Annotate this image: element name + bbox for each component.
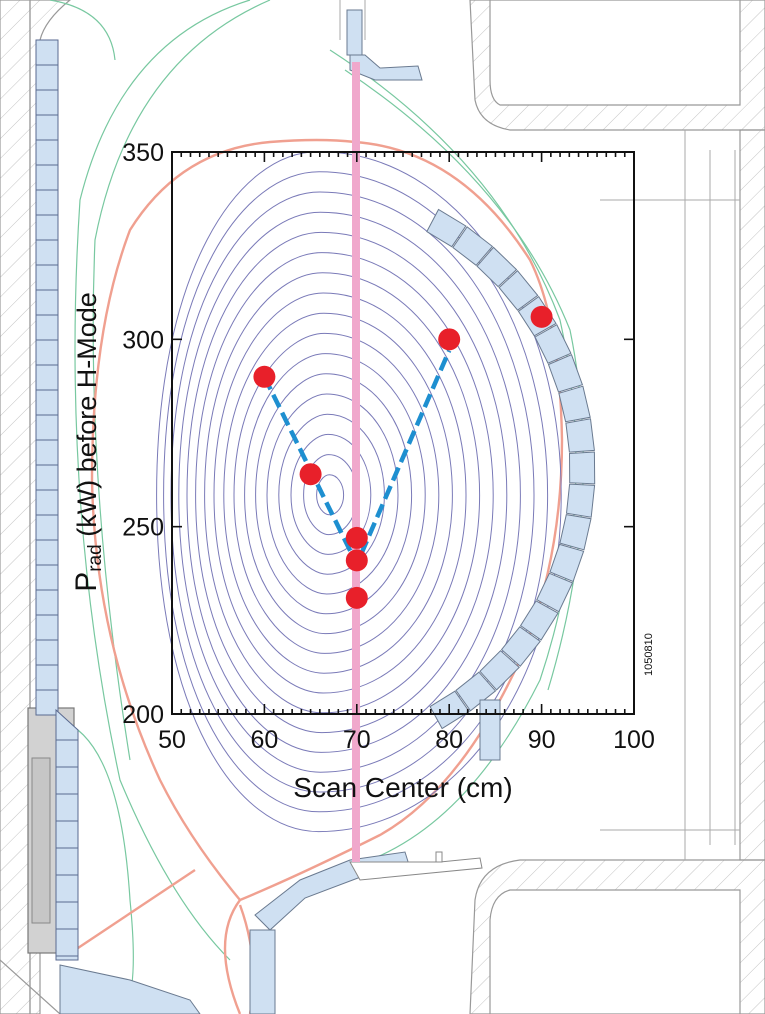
shot-number: 1050810 (643, 633, 655, 676)
y-tick-label: 200 (122, 701, 164, 729)
flux-contour (195, 252, 494, 734)
lower-left-block-inner (31, 757, 51, 924)
data-point (253, 365, 276, 388)
wall-tile (35, 314, 59, 341)
antenna-tile (536, 572, 574, 613)
antenna-tile (565, 483, 596, 518)
lower-left-floor (0, 959, 61, 1014)
flux-contour (244, 353, 426, 635)
left-wall-tiles (35, 39, 79, 961)
wall-tile (35, 389, 59, 416)
x-tick-label: 80 (435, 726, 463, 754)
y-axis-title: Prad (kW) before H-Mode (70, 292, 106, 592)
wall-tile (35, 364, 59, 391)
upper-right-box (489, 0, 741, 106)
wall-tile (35, 564, 59, 591)
top-center-gap (339, 0, 366, 40)
divertor-tiles (59, 851, 483, 1014)
flux-contour (316, 474, 345, 516)
axis-tick-labels: 50 60 70 80 90 100 200 250 300 350 (122, 139, 655, 754)
antenna-tile (549, 543, 585, 583)
antenna-tile (519, 600, 559, 641)
flux-contour (156, 151, 562, 833)
y-tick-label: 300 (122, 326, 164, 354)
data-point (299, 463, 322, 486)
wall-tile (55, 708, 79, 961)
right-wall-tiles (426, 208, 596, 730)
lower-right-box (489, 889, 741, 1014)
data-point (345, 526, 368, 549)
wall-tile (35, 64, 59, 91)
wall-tile (35, 464, 59, 491)
wall-tile (35, 289, 59, 316)
wall-tile (35, 239, 59, 266)
wall-tile (35, 89, 59, 116)
wall-tile (35, 164, 59, 191)
wall-tile (35, 39, 59, 66)
data-point (345, 586, 368, 609)
wall-tile (35, 414, 59, 441)
x-tick-label: 90 (528, 726, 556, 754)
wall-tile (35, 489, 59, 516)
flux-contour (163, 171, 549, 813)
left-wall (0, 0, 31, 1014)
y-tick-label: 350 (122, 139, 164, 167)
flux-contour (233, 332, 440, 654)
x-tick-label: 60 (250, 726, 278, 754)
antenna-tile (534, 324, 572, 364)
flux-contour (178, 211, 521, 773)
wall-tile (35, 114, 59, 141)
flux-contour (223, 312, 453, 674)
antenna-tile (479, 650, 520, 691)
wall-tile (35, 214, 59, 241)
flux-contour (186, 231, 508, 753)
wall-tile (35, 139, 59, 166)
wall-tile (35, 664, 59, 691)
right-structure (600, 130, 740, 860)
antenna-tile (559, 514, 592, 551)
antenna-tile (558, 385, 591, 423)
wall-tile (35, 539, 59, 566)
antenna-tile (568, 451, 596, 485)
flux-contour (204, 272, 481, 714)
wall-tile (35, 339, 59, 366)
data-point (345, 549, 368, 572)
wall-tile (35, 514, 59, 541)
antenna-tile (476, 246, 518, 288)
x-axis-title: Scan Center (cm) (293, 772, 513, 803)
antenna-tile (452, 226, 494, 266)
wall-tile (35, 589, 59, 616)
wall-tile (35, 689, 59, 716)
x-tick-label: 70 (343, 726, 371, 754)
wall-tile (35, 614, 59, 641)
axis-ticks (171, 151, 635, 715)
antenna-tile (547, 354, 584, 393)
antenna-tile (498, 269, 539, 311)
flux-contour (255, 373, 413, 615)
y-tick-label: 250 (122, 514, 164, 542)
data-point (438, 328, 461, 351)
data-point (530, 305, 553, 328)
wall-tile (35, 639, 59, 666)
wall-tile (35, 264, 59, 291)
wall-tile (35, 189, 59, 216)
data-points (253, 305, 553, 609)
flux-contour (290, 433, 372, 555)
right-outer-wall (739, 129, 765, 861)
x-tick-label: 100 (613, 726, 655, 754)
flux-contour (266, 393, 399, 595)
reference-line (352, 62, 360, 862)
antenna-tile (426, 208, 467, 248)
antenna-tile (565, 418, 595, 453)
flux-contour (213, 292, 467, 694)
antenna-tile (455, 671, 497, 712)
wall-tile (35, 439, 59, 466)
antenna-tile (500, 626, 541, 667)
x-tick-label: 50 (158, 726, 186, 754)
flux-contour (170, 191, 535, 793)
